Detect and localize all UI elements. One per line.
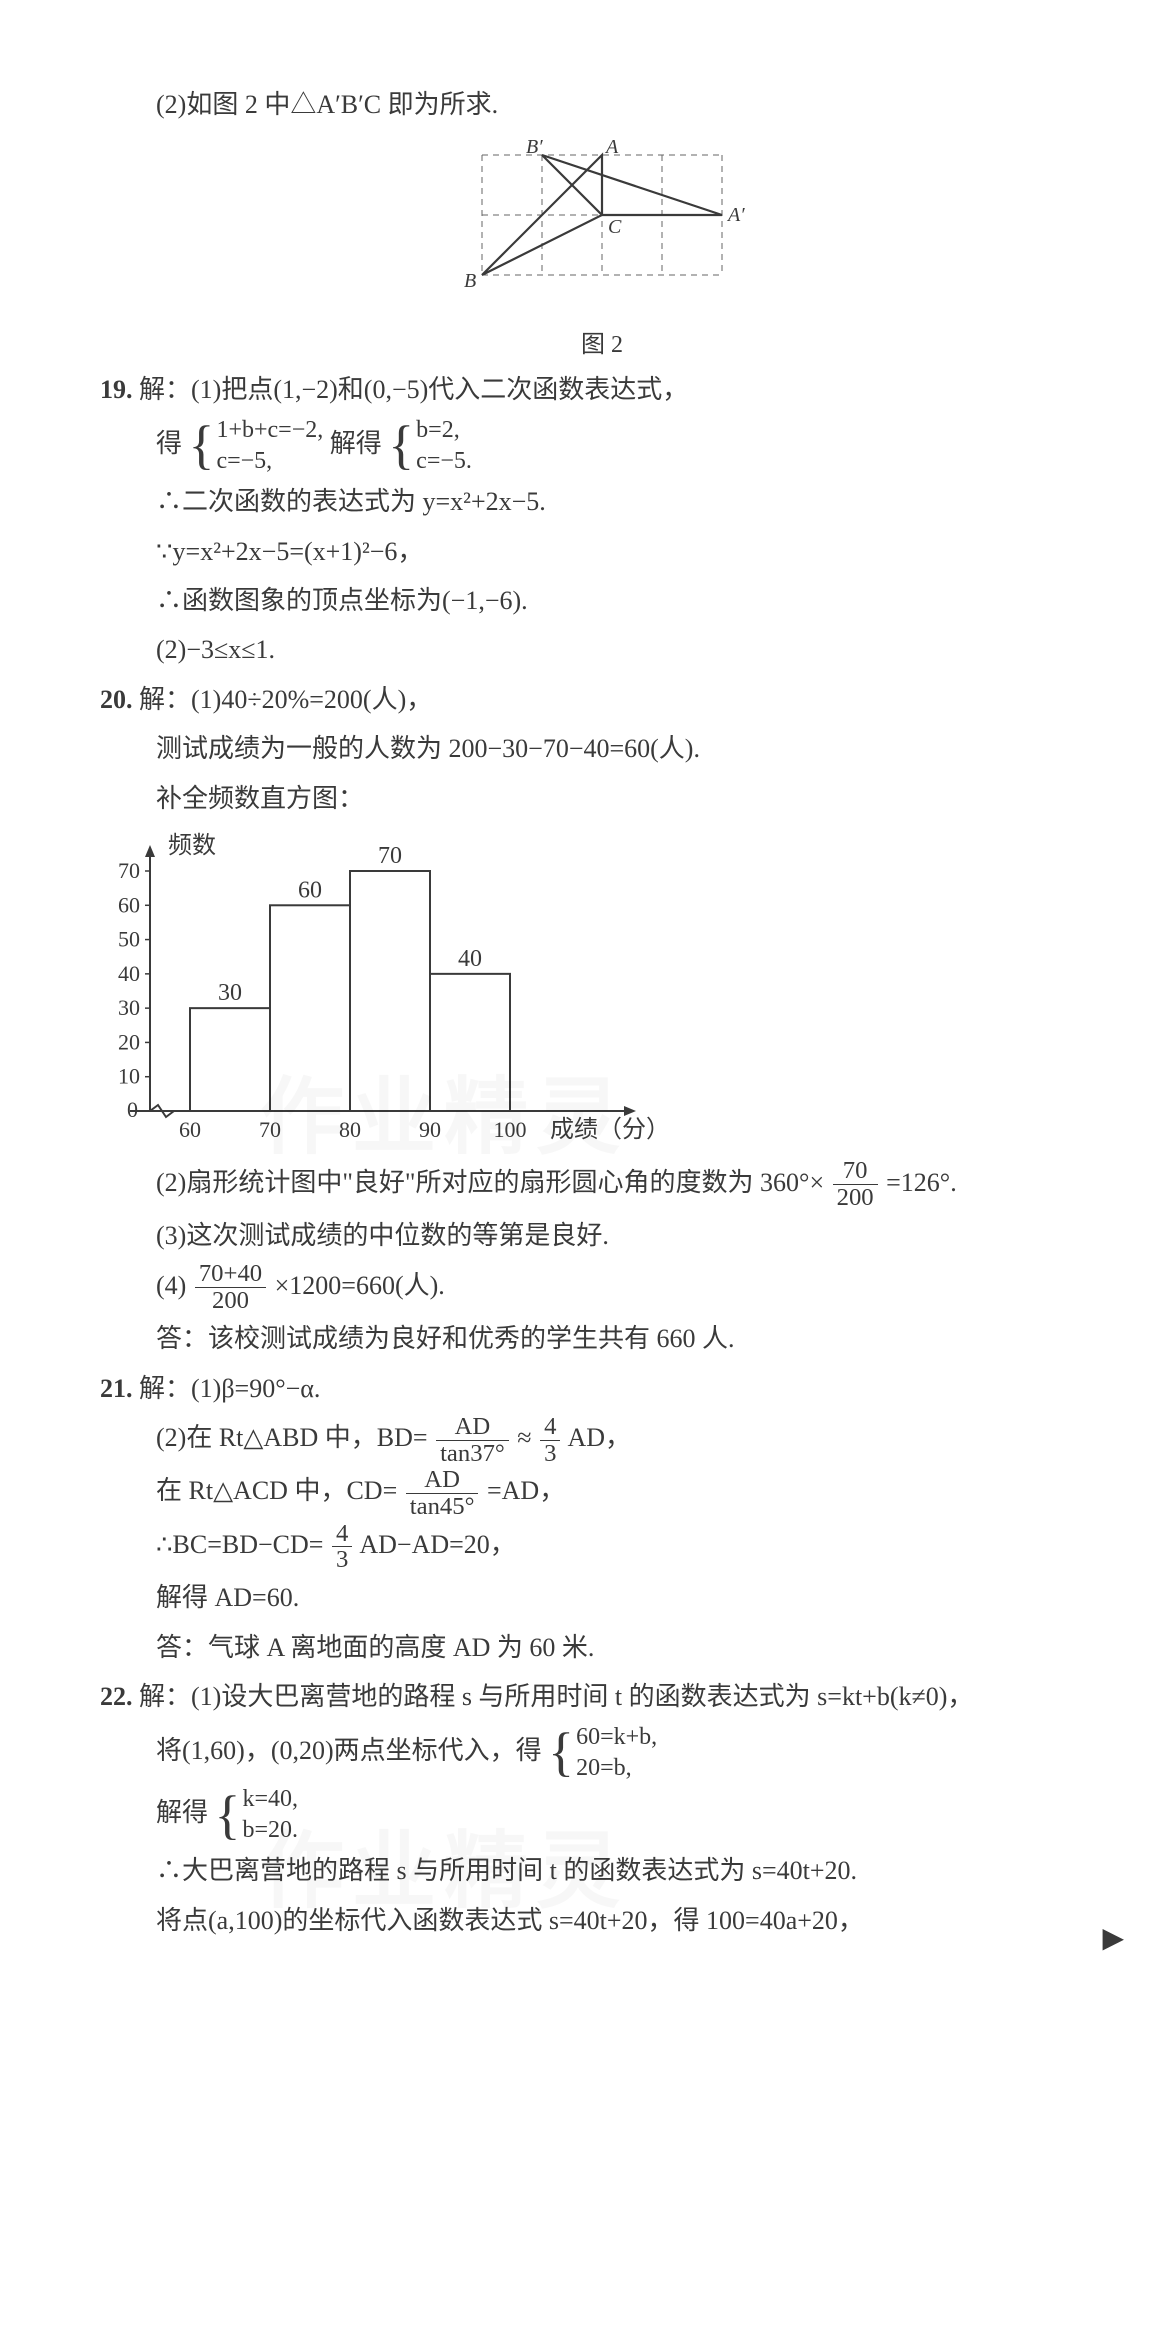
svg-text:B′: B′ (526, 136, 543, 158)
q22-l5: 将点(a,100)的坐标代入函数表达式 s=40t+20，得 100=40a+2… (100, 1896, 1104, 1945)
q21-l2: (2)在 Rt△ABD 中，BD= ADtan37° ≈ 43 AD， (100, 1413, 1104, 1466)
q22-l2: 将(1,60)，(0,20)两点坐标代入，得 { 60=k+b, 20=b, (100, 1722, 1104, 1784)
fig2-svg: B′ A A′ C B (452, 135, 752, 315)
svg-text:90: 90 (419, 1117, 441, 1142)
q22-l1: 22. 解：(1)设大巴离营地的路程 s 与所用时间 t 的函数表达式为 s=k… (100, 1672, 1104, 1721)
svg-text:40: 40 (118, 961, 140, 986)
svg-text:40: 40 (458, 946, 482, 972)
svg-text:70: 70 (118, 858, 140, 883)
q21-l4: ∴BC=BD−CD= 43 AD−AD=20， (100, 1520, 1104, 1573)
q21-l1: 21. 解：(1)β=90°−α. (100, 1364, 1104, 1413)
q22-l4: ∴大巴离营地的路程 s 与所用时间 t 的函数表达式为 s=40t+20. (100, 1846, 1104, 1895)
svg-text:60: 60 (118, 892, 140, 917)
svg-text:0: 0 (127, 1097, 138, 1122)
q19-l3: ∴二次函数的表达式为 y=x²+2x−5. (100, 477, 1104, 526)
q20-l1: 20. 解：(1)40÷20%=200(人)， (100, 675, 1104, 724)
q20-l4: (2)扇形统计图中"良好"所对应的扇形圆心角的度数为 360°× 70200 =… (100, 1158, 1104, 1211)
q22-num: 22. (100, 1682, 133, 1711)
svg-text:70: 70 (259, 1117, 281, 1142)
svg-text:10: 10 (118, 1064, 140, 1089)
q20-l6: (4) 70+40200 ×1200=660(人). (100, 1261, 1104, 1314)
q21-num: 21. (100, 1374, 133, 1403)
q20-l2: 测试成绩为一般的人数为 200−30−70−40=60(人). (100, 724, 1104, 773)
histogram: 0 10 20 30 40 50 60 70 30 60 70 40 60 70 80 90 100 频数成绩（分… (40, 831, 1104, 1156)
svg-text:A: A (604, 136, 619, 158)
svg-text:频数: 频数 (168, 832, 216, 859)
svg-text:30: 30 (218, 980, 242, 1006)
q19-l2: 得 { 1+b+c=−2, c=−5, 解得 { b=2, c=−5. (100, 415, 1104, 477)
svg-text:60: 60 (179, 1117, 201, 1142)
figure-2: B′ A A′ C B 图 2 (100, 135, 1104, 359)
svg-text:30: 30 (118, 995, 140, 1020)
page-arrow-icon: ▶ (1102, 1921, 1124, 1955)
svg-text:60: 60 (298, 877, 322, 903)
q19-l6: (2)−3≤x≤1. (100, 625, 1104, 674)
q21-l6: 答：气球 A 离地面的高度 AD 为 60 米. (100, 1623, 1104, 1672)
svg-text:成绩（分）: 成绩（分） (550, 1116, 660, 1143)
q20-l7: 答：该校测试成绩为良好和优秀的学生共有 660 人. (100, 1314, 1104, 1363)
histogram-svg: 0 10 20 30 40 50 60 70 30 60 70 40 60 70 80 90 100 频数成绩（分… (40, 831, 660, 1151)
q19-l5: ∴函数图象的顶点坐标为(−1,−6). (100, 576, 1104, 625)
q20-l3: 补全频数直方图： (100, 774, 1104, 823)
q21-l3: 在 Rt△ACD 中，CD= ADtan45° =AD， (100, 1466, 1104, 1519)
svg-text:80: 80 (339, 1117, 361, 1142)
q19-num: 19. (100, 375, 133, 404)
q22-l3: 解得 { k=40, b=20. (100, 1784, 1104, 1846)
svg-text:C: C (608, 216, 622, 238)
q20-l5: (3)这次测试成绩的中位数的等第是良好. (100, 1211, 1104, 1260)
fig2-caption: 图 2 (100, 324, 1104, 359)
p18-line2: (2)如图 2 中△A′B′C 即为所求. (100, 80, 1104, 129)
q20-num: 20. (100, 685, 133, 714)
q21-l5: 解得 AD=60. (100, 1573, 1104, 1622)
svg-text:70: 70 (378, 843, 402, 869)
svg-text:20: 20 (118, 1029, 140, 1054)
svg-text:50: 50 (118, 926, 140, 951)
svg-text:B: B (464, 270, 476, 292)
svg-text:100: 100 (494, 1117, 527, 1142)
q19-l1: 19. 解：(1)把点(1,−2)和(0,−5)代入二次函数表达式， (100, 365, 1104, 414)
svg-text:A′: A′ (726, 204, 745, 226)
page-content: (2)如图 2 中△A′B′C 即为所求. B′ (0, 0, 1164, 1985)
q19-l4: ∵y=x²+2x−5=(x+1)²−6， (100, 527, 1104, 576)
